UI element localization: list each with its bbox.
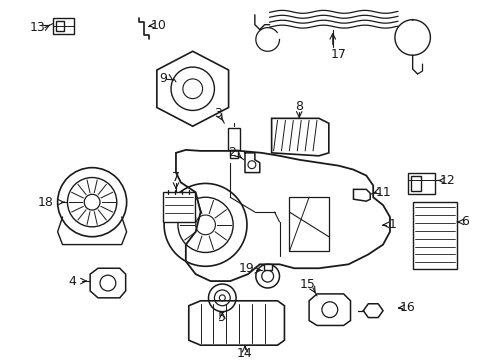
Text: 6: 6: [460, 215, 468, 228]
Text: 9: 9: [159, 72, 167, 85]
Bar: [410, 176, 420, 191]
Bar: [228, 128, 240, 150]
Text: 12: 12: [438, 174, 454, 187]
Text: 7: 7: [172, 171, 180, 184]
Text: 2: 2: [228, 147, 236, 159]
Text: 11: 11: [374, 186, 390, 199]
Text: 18: 18: [38, 196, 54, 209]
Bar: [53, 18, 74, 33]
Bar: [412, 202, 456, 269]
Bar: [230, 150, 238, 158]
Text: 10: 10: [150, 19, 166, 32]
Text: 1: 1: [388, 219, 396, 231]
Text: 5: 5: [218, 311, 226, 324]
Text: 4: 4: [68, 275, 76, 288]
Bar: [163, 192, 194, 222]
Bar: [263, 264, 271, 270]
Text: 16: 16: [399, 301, 415, 314]
Text: 17: 17: [330, 48, 346, 61]
Text: 3: 3: [214, 107, 222, 120]
Text: 14: 14: [237, 347, 252, 360]
Text: 19: 19: [239, 262, 254, 275]
Text: 13: 13: [30, 21, 46, 34]
Bar: [407, 172, 434, 194]
Text: 8: 8: [295, 100, 303, 113]
Text: 15: 15: [299, 278, 314, 291]
Bar: [56, 21, 63, 31]
